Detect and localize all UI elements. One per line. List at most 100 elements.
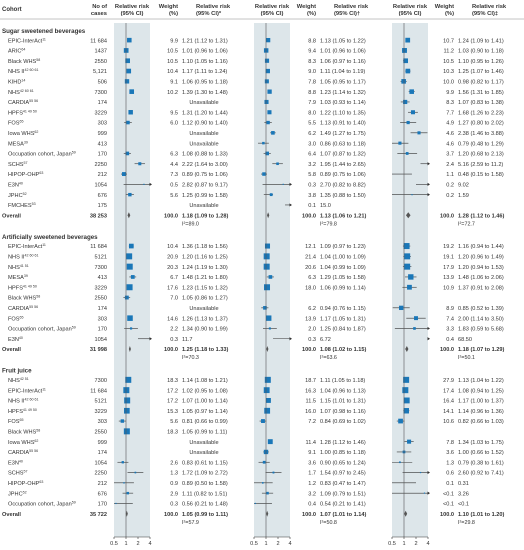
section-3-row-14-model-3-overall-diamond [404, 510, 408, 517]
section-2-row-1-model-3-point [403, 243, 410, 250]
section-1-row-15-model-1-ci-arrow [149, 182, 152, 186]
section-1-row-7-reference: 55 56 [29, 99, 38, 103]
section-1-row-6-model-1-weight: 10.2 [167, 90, 178, 96]
section-1-row-18-cases: 38 253 [90, 213, 107, 219]
section-1-row-14-cohort: HIPOP-OHP63 [8, 171, 43, 178]
section-1-row-5-model-3-ci: 0.98 (0.82 to 1.17) [458, 80, 504, 86]
section-3-row-5-model-2-ci: 0.84 (0.69 to 1.02) [320, 419, 366, 425]
section-2-row-3-model-2-point [263, 263, 270, 270]
section-1-row-10-model-2-weight: 6.2 [308, 131, 316, 137]
section-1-row-13-model-2-ci: 1.95 (1.44 to 2.65) [320, 162, 366, 168]
section-3-row-3-model-2-point [265, 397, 271, 403]
section-1-row-2-model-3-point [402, 48, 407, 53]
section-1-row-11-model-1-unavailable: Unavailable [189, 141, 218, 147]
section-1-row-17-model-1-unavailable: Unavailable [189, 203, 218, 209]
header-rr-line1-1: Relative risk [115, 4, 150, 10]
section-3-row-11-model-3-weight: 0.1 [446, 481, 454, 487]
section-2-row-7-cohort: CARDIA55 56 [8, 305, 38, 312]
section-2-row-9-cases: 170 [98, 327, 107, 333]
section-1-title: Sugar sweetened beverages [2, 28, 86, 35]
section-2-row-5-model-3-ci: 1.37 (0.91 to 2.08) [458, 285, 504, 291]
section-1-row-12-model-3-weight: 3.7 [446, 152, 454, 158]
section-1-row-7-model-3-ci: 1.07 (0.83 to 1.38) [458, 100, 504, 106]
section-3-row-2-model-2-point [263, 387, 270, 394]
section-1-row-2-cohort: ARIC64 [8, 48, 25, 55]
section-3-row-3-model-2-ci: 1.15 (1.01 to 1.31) [320, 399, 366, 405]
section-1-row-16-cases: 676 [98, 193, 107, 199]
section-3-row-13-model-2-ci: 0.54 (0.21 to 1.41) [320, 502, 366, 508]
section-3-row-6-cases: 2550 [95, 430, 107, 436]
header-rr-line1-3: Relative risk [393, 4, 428, 10]
section-1-row-10-cohort: Iowa WHS62 [8, 130, 38, 137]
section-3-row-3-reference: 42 60 61 [24, 398, 38, 402]
section-2-row-11-model-3-weight: 100.0 [440, 347, 454, 353]
section-1-row-6-reference: 42 60 61 [20, 89, 34, 93]
section-3-row-14-model-1-overall-diamond [125, 510, 128, 517]
section-1-row-8-model-2-point [267, 110, 272, 115]
section-1-row-3-model-2-weight: 8.3 [308, 59, 316, 65]
section-2-row-9-model-3-ci-arrow [427, 326, 430, 331]
section-1-row-7-model-3-weight: 8.3 [446, 100, 454, 106]
section-1-row-11-cases: 413 [98, 141, 107, 147]
section-1-row-5-reference: 14 [21, 79, 25, 83]
section-1-row-3-model-3-point [403, 58, 408, 64]
section-1-row-3-model-1-ci: 1.10 (1.05 to 1.16) [182, 59, 228, 65]
section-1-row-16-model-1-point [128, 192, 132, 197]
section-3-row-5-model-1-point [120, 419, 125, 423]
section-3-row-12-cases: 676 [98, 491, 107, 497]
section-1-row-7-model-2-point [264, 99, 269, 104]
section-1-row-16-cohort: JPHC52 [8, 192, 27, 199]
section-3-row-7-model-3-point [407, 439, 412, 444]
section-2-row-8-model-3-ci: 2.00 (1.14 to 3.50) [458, 316, 504, 322]
section-1-row-13-model-3-ci: 5.16 (2.59 to 11.2) [458, 162, 503, 168]
section-3-row-8-cohort: CARDIA55 56 [8, 449, 38, 456]
section-3-row-2-model-1-point [123, 387, 130, 394]
section-3-row-13-model-1-ci: 0.56 (0.21 to 1.48) [182, 502, 228, 508]
section-1-row-1-model-3-weight: 10.7 [443, 38, 454, 44]
section-3-row-9-model-2-point [262, 460, 266, 464]
section-3-row-12-model-3-point [423, 492, 426, 494]
section-1-row-4-cohort: NHS II42 60 61 [8, 68, 38, 75]
section-1-row-9-cases: 303 [98, 121, 107, 127]
section-1-row-9-reference: 65 [20, 120, 24, 124]
section-2-row-7-model-2-ci: 0.94 (0.76 to 1.15) [320, 306, 366, 312]
section-1-row-3-model-3-ci: 1.10 (0.95 to 1.26) [458, 59, 504, 65]
section-1-row-6-cases: 7300 [95, 90, 107, 96]
section-1-row-5-model-1-weight: 9.1 [170, 80, 178, 86]
section-3-row-3-model-3-ci: 1.17 (1.00 to 1.37) [458, 399, 504, 405]
section-1-row-6-model-2-point [267, 89, 272, 94]
section-2-row-4-reference: 39 [24, 274, 28, 278]
header-rr-line2-2: (95% CI) [261, 11, 284, 17]
section-3-row-12-model-2-point [266, 491, 269, 495]
section-1-row-10-model-1-unavailable: Unavailable [189, 131, 218, 137]
section-3-row-11-cases: 212 [98, 481, 107, 487]
section-3-row-4-model-1-ci: 1.05 (0.97 to 1.14) [182, 409, 228, 415]
section-1-row-4-model-1-weight: 10.4 [167, 69, 178, 75]
section-2-row-8-model-2-point [266, 315, 272, 321]
section-1-row-1-model-3-ci: 1.24 (1.09 to 1.41) [458, 38, 504, 44]
section-1-row-16-model-3-ci: 1.59 [458, 193, 469, 199]
section-2-row-4-model-3-weight: 13.9 [443, 275, 454, 281]
section-3-row-1-model-1-point [125, 376, 132, 383]
section-1-row-13-model-2-point [276, 162, 279, 166]
section-2-row-2-model-1-weight: 20.9 [167, 255, 178, 261]
section-1-row-15-model-3-ci: 9.02 [458, 183, 469, 189]
section-1-row-1-cases: 11 684 [90, 38, 107, 44]
section-3-row-12-model-1-ci: 1.11 (0.82 to 1.51) [182, 491, 227, 497]
section-1-row-4-model-2-ci: 1.11 (1.04 to 1.19) [320, 69, 365, 75]
section-2-row-5-model-1-weight: 17.6 [167, 285, 178, 291]
section-2-row-8-cases: 303 [98, 316, 107, 322]
section-2-row-1-model-2-ci: 1.09 (0.97 to 1.23) [320, 244, 366, 250]
section-3-row-7-cases: 999 [98, 440, 107, 446]
section-2-row-10-model-3-ci: 68.50 [458, 337, 472, 343]
section-3-row-6-model-1-weight: 18.3 [167, 430, 178, 436]
section-1-row-5-model-2-point [264, 79, 269, 84]
section-1-row-13-cases: 2250 [95, 162, 107, 168]
section-1-row-15-model-3-ci-arrow [427, 182, 430, 186]
section-1-row-5-cases: 506 [98, 80, 107, 86]
section-1-row-16-model-3-ci-arrow [427, 193, 430, 197]
section-1-row-5-model-3-weight: 10.0 [443, 80, 454, 86]
section-1-row-4-reference: 42 60 61 [24, 68, 38, 72]
section-1-row-7-cohort: CARDIA55 56 [8, 99, 38, 106]
